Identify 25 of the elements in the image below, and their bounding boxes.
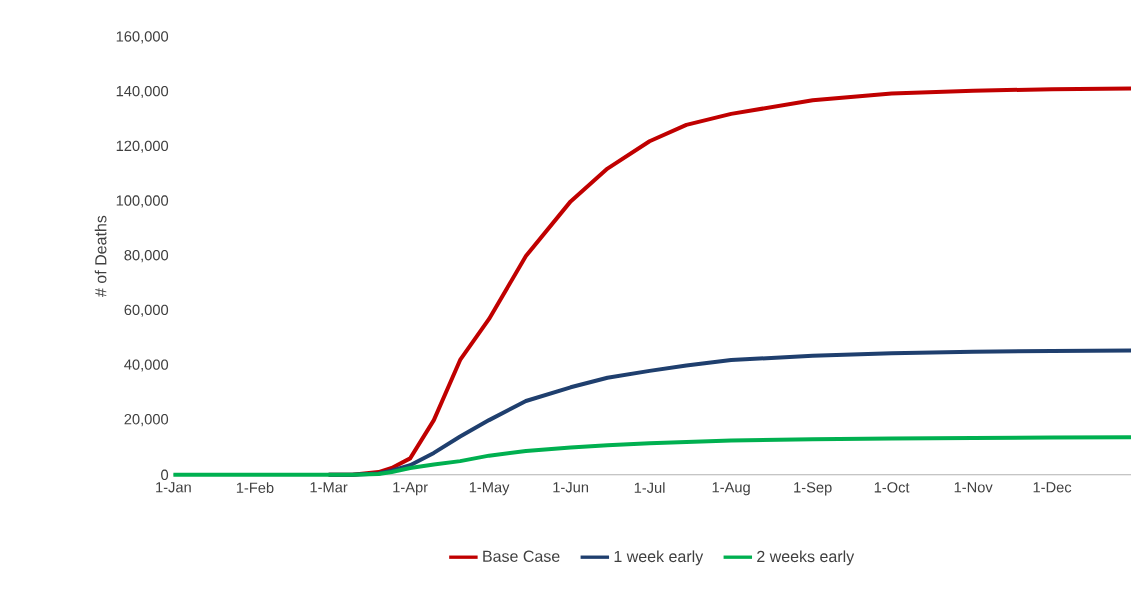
x-tick-label: 1-Mar	[310, 482, 348, 493]
x-tick-label: 1-May	[469, 482, 510, 496]
x-tick-label: 1-Jul	[634, 482, 665, 494]
legend-label: Base Case	[483, 550, 560, 562]
x-tick-label: 1-Dec	[1033, 482, 1072, 493]
y-tick-label: 20,000	[124, 414, 169, 427]
y-tick-label: 160,000	[116, 31, 169, 44]
x-tick-label: 1-Feb	[236, 482, 274, 494]
y-tick-label: 140,000	[116, 86, 169, 99]
y-tick-label: 60,000	[124, 304, 169, 317]
x-tick-label: 1-Aug	[712, 482, 750, 496]
y-tick-label: 120,000	[116, 140, 169, 153]
y-axis-title: # of Deaths	[94, 215, 107, 298]
x-tick-label: 1-Oct	[874, 482, 910, 493]
x-tick-label: 1-Sep	[794, 482, 832, 496]
x-tick-label: 1-Jan	[156, 482, 191, 493]
legend-label: 2 weeks early	[757, 550, 855, 566]
x-tick-label: 1-Jun	[553, 482, 589, 493]
y-tick-label: 0	[161, 469, 169, 481]
x-tick-label: 1-Nov	[954, 482, 993, 493]
y-tick-label: 80,000	[124, 250, 169, 263]
x-tick-label: 1-Apr	[393, 482, 428, 496]
y-tick-label: 100,000	[116, 195, 169, 208]
legend-label: 1 week early	[614, 550, 704, 566]
y-tick-label: 40,000	[124, 359, 169, 372]
